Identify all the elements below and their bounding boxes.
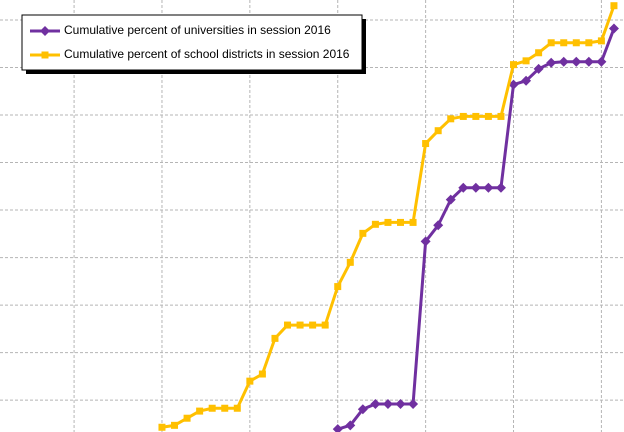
marker bbox=[434, 127, 442, 135]
marker bbox=[233, 404, 241, 412]
marker bbox=[472, 112, 480, 120]
marker bbox=[560, 39, 568, 47]
marker bbox=[321, 321, 329, 329]
marker bbox=[483, 182, 494, 193]
series-line bbox=[337, 27, 616, 431]
marker bbox=[535, 49, 543, 57]
marker bbox=[447, 115, 455, 123]
marker bbox=[359, 229, 367, 237]
marker bbox=[221, 404, 229, 412]
marker bbox=[346, 258, 354, 266]
marker bbox=[40, 26, 50, 36]
marker bbox=[596, 56, 607, 67]
marker bbox=[258, 370, 266, 378]
legend-label: Cumulative percent of school districts i… bbox=[64, 47, 350, 61]
marker bbox=[558, 56, 569, 67]
marker bbox=[497, 112, 505, 120]
marker bbox=[271, 334, 279, 342]
marker bbox=[433, 220, 444, 231]
marker bbox=[533, 63, 544, 74]
marker bbox=[459, 112, 467, 120]
marker bbox=[522, 57, 530, 65]
marker bbox=[458, 182, 469, 193]
marker bbox=[521, 75, 532, 86]
marker bbox=[208, 404, 216, 412]
marker bbox=[409, 218, 417, 226]
marker bbox=[41, 51, 49, 59]
marker bbox=[608, 23, 619, 34]
marker bbox=[370, 398, 381, 409]
marker bbox=[309, 321, 317, 329]
marker bbox=[158, 423, 166, 431]
marker bbox=[510, 61, 518, 69]
marker bbox=[397, 218, 405, 226]
marker bbox=[572, 39, 580, 47]
marker bbox=[597, 37, 605, 45]
marker bbox=[484, 112, 492, 120]
marker bbox=[422, 140, 430, 148]
marker bbox=[334, 283, 342, 291]
marker bbox=[296, 321, 304, 329]
marker bbox=[171, 421, 179, 429]
marker bbox=[196, 407, 204, 415]
marker bbox=[183, 414, 191, 422]
plot-area bbox=[158, 2, 619, 432]
marker bbox=[384, 218, 392, 226]
marker bbox=[395, 398, 406, 409]
marker bbox=[445, 194, 456, 205]
marker bbox=[610, 2, 618, 10]
marker bbox=[508, 79, 519, 90]
marker bbox=[470, 182, 481, 193]
marker bbox=[585, 39, 593, 47]
marker bbox=[495, 182, 506, 193]
marker bbox=[408, 398, 419, 409]
legend: Cumulative percent of universities in se… bbox=[21, 14, 366, 74]
marker bbox=[332, 424, 343, 432]
legend-label: Cumulative percent of universities in se… bbox=[64, 23, 331, 37]
marker bbox=[546, 57, 557, 68]
marker bbox=[345, 420, 356, 431]
marker bbox=[357, 404, 368, 415]
marker bbox=[382, 398, 393, 409]
marker bbox=[246, 377, 254, 385]
marker bbox=[371, 220, 379, 228]
marker bbox=[583, 56, 594, 67]
marker bbox=[284, 321, 292, 329]
marker bbox=[420, 236, 431, 247]
marker bbox=[571, 56, 582, 67]
marker bbox=[547, 39, 555, 47]
legend-box bbox=[21, 14, 363, 71]
